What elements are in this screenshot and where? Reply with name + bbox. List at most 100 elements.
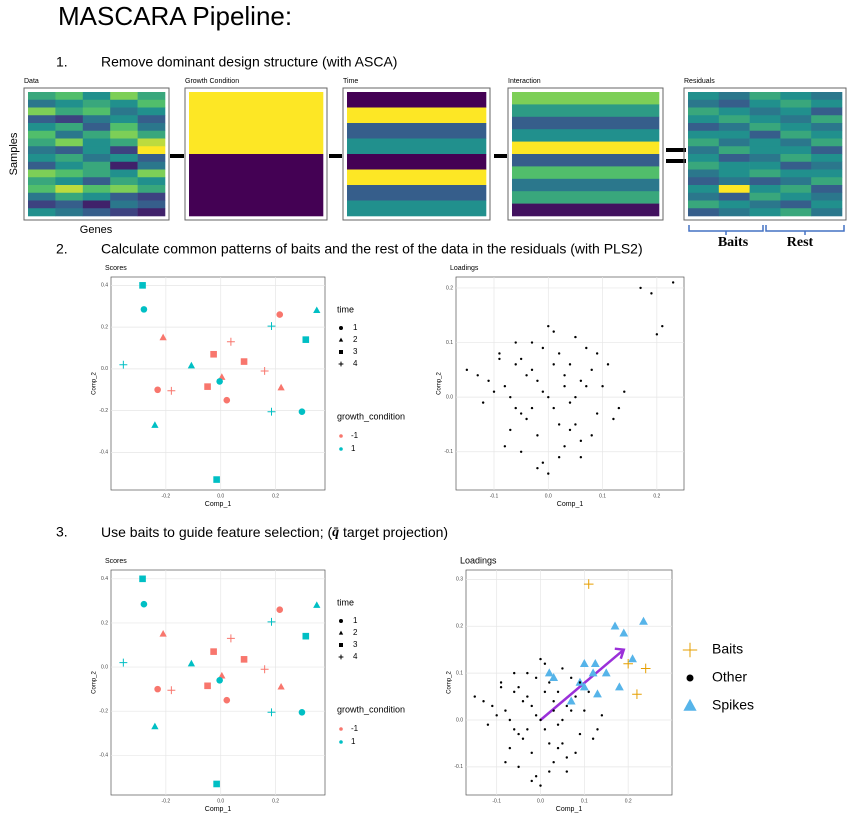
heatmap-cell [55, 146, 84, 155]
heatmap-cell [718, 154, 750, 163]
point [556, 723, 560, 726]
point [579, 379, 583, 382]
point [596, 728, 599, 731]
point [187, 659, 196, 667]
x-axis-label: Comp_1 [557, 501, 584, 508]
point [503, 385, 507, 388]
point [623, 658, 633, 669]
legend-symbol [339, 619, 343, 623]
operators [170, 148, 686, 163]
point [574, 695, 577, 698]
legend-symbol [682, 642, 698, 658]
heatmap-cell [718, 192, 750, 201]
heatmap-cell [28, 107, 56, 116]
heatmap-cell [347, 185, 487, 201]
legend-title: growth_condition [337, 411, 405, 421]
heatmap-cell [137, 185, 166, 194]
heatmap-cell [28, 154, 56, 163]
heatmap-cell [137, 123, 166, 132]
legend-label: 4 [353, 652, 358, 661]
point [204, 383, 211, 390]
heatmap-cell [718, 146, 750, 155]
point [526, 728, 529, 731]
point [544, 668, 554, 677]
point [557, 423, 561, 426]
legend-symbol [339, 740, 343, 744]
legend-symbol [339, 643, 343, 647]
y-tick-label: -0.1 [444, 449, 453, 455]
heatmap-cell [82, 161, 111, 170]
point [159, 630, 167, 637]
point [566, 696, 576, 705]
y-tick-label: 0.0 [446, 394, 453, 400]
point [119, 360, 128, 369]
heatmap-cell [110, 161, 138, 170]
point [530, 779, 533, 783]
heatmap-cell [137, 177, 166, 186]
point [579, 658, 589, 667]
heatmap-cell [780, 92, 812, 101]
heatmap-cell [55, 192, 84, 201]
heatmap-cell [28, 115, 56, 124]
point [302, 632, 310, 640]
legend-label: 2 [353, 628, 358, 637]
point [513, 671, 516, 675]
point [655, 333, 659, 336]
heatmap-cell [780, 99, 812, 108]
point [267, 617, 276, 626]
y-axis-label: Comp_2 [447, 671, 453, 694]
point [552, 760, 555, 764]
heatmap-cell [347, 200, 487, 217]
heatmap-cell [110, 146, 138, 155]
heatmap-cell [749, 115, 781, 124]
point [534, 714, 538, 717]
point [503, 445, 507, 448]
heatmap-cell [55, 154, 84, 163]
heatmap-cell [512, 178, 660, 192]
point [525, 417, 528, 421]
point [513, 690, 516, 694]
heatmap-cell [55, 161, 84, 170]
heatmap-cell [718, 161, 750, 170]
point [556, 746, 560, 750]
point [277, 383, 285, 391]
heatmap-cell [137, 208, 166, 217]
heatmap-cell [82, 169, 111, 178]
point [548, 742, 551, 745]
point [482, 700, 485, 703]
legend-symbol [338, 654, 344, 660]
samples-label: Samples [8, 132, 20, 175]
point [574, 395, 577, 399]
heatmap-cell [811, 92, 843, 101]
q-symbol: q̄ [332, 525, 339, 540]
heatmap-frame [184, 87, 328, 221]
heatmap-cell [811, 154, 843, 163]
heatmap-cell [811, 192, 843, 201]
point [612, 417, 615, 421]
point [590, 658, 600, 667]
legend-symbol [338, 630, 344, 635]
point [585, 385, 588, 388]
heatmap-cell [82, 138, 111, 147]
point [276, 606, 284, 614]
point [539, 718, 542, 722]
heatmap-cell [688, 200, 720, 209]
group-label: Rest [787, 235, 814, 250]
point [601, 668, 611, 677]
point [240, 656, 248, 663]
point [530, 406, 534, 410]
point [595, 412, 599, 415]
heatmap-cell [347, 138, 487, 155]
legend-label: 1 [353, 616, 358, 625]
point [492, 390, 496, 393]
heatmap-cell [137, 99, 166, 108]
point [639, 616, 648, 625]
point [499, 685, 503, 689]
point [491, 704, 494, 708]
heatmap-cell [55, 138, 84, 147]
point [519, 450, 523, 453]
heatmap-label: Residuals [684, 78, 715, 85]
heatmap-label: Data [24, 78, 39, 85]
point [260, 665, 269, 674]
x-tick-label: 0.0 [545, 493, 552, 499]
